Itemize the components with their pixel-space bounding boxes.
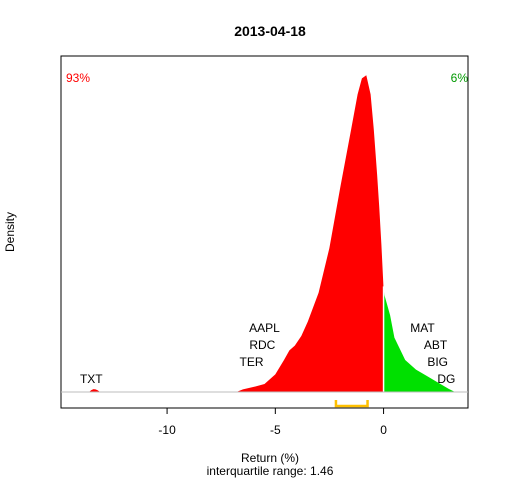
x-axis-title: Return (%) (241, 451, 299, 465)
y-axis-title: Density (3, 212, 17, 252)
x-axis: -10 -5 0 (158, 407, 387, 437)
annotation-big: BIG (427, 355, 448, 369)
iqr-bracket (334, 400, 369, 408)
annotation-aapl: AAPL (249, 321, 280, 335)
annotation-mat: MAT (410, 321, 435, 335)
annotation-txt: TXT (80, 372, 103, 386)
positive-density-area (383, 289, 456, 392)
chart-title: 2013-04-18 (234, 23, 306, 39)
negative-density-area (89, 75, 384, 392)
plot-area (60, 55, 469, 409)
negative-share-label: 93% (66, 71, 90, 85)
annotation-rdc: RDC (249, 338, 275, 352)
x-tick-label: 0 (380, 423, 387, 437)
x-tick-label: -5 (270, 423, 281, 437)
plot-frame (60, 55, 469, 409)
annotation-dg: DG (437, 372, 455, 386)
annotation-abt: ABT (424, 338, 448, 352)
x-tick-label: -10 (158, 423, 176, 437)
positive-share-label: 6% (451, 71, 469, 85)
annotation-ter: TER (240, 355, 264, 369)
chart-subtitle: interquartile range: 1.46 (207, 464, 334, 478)
